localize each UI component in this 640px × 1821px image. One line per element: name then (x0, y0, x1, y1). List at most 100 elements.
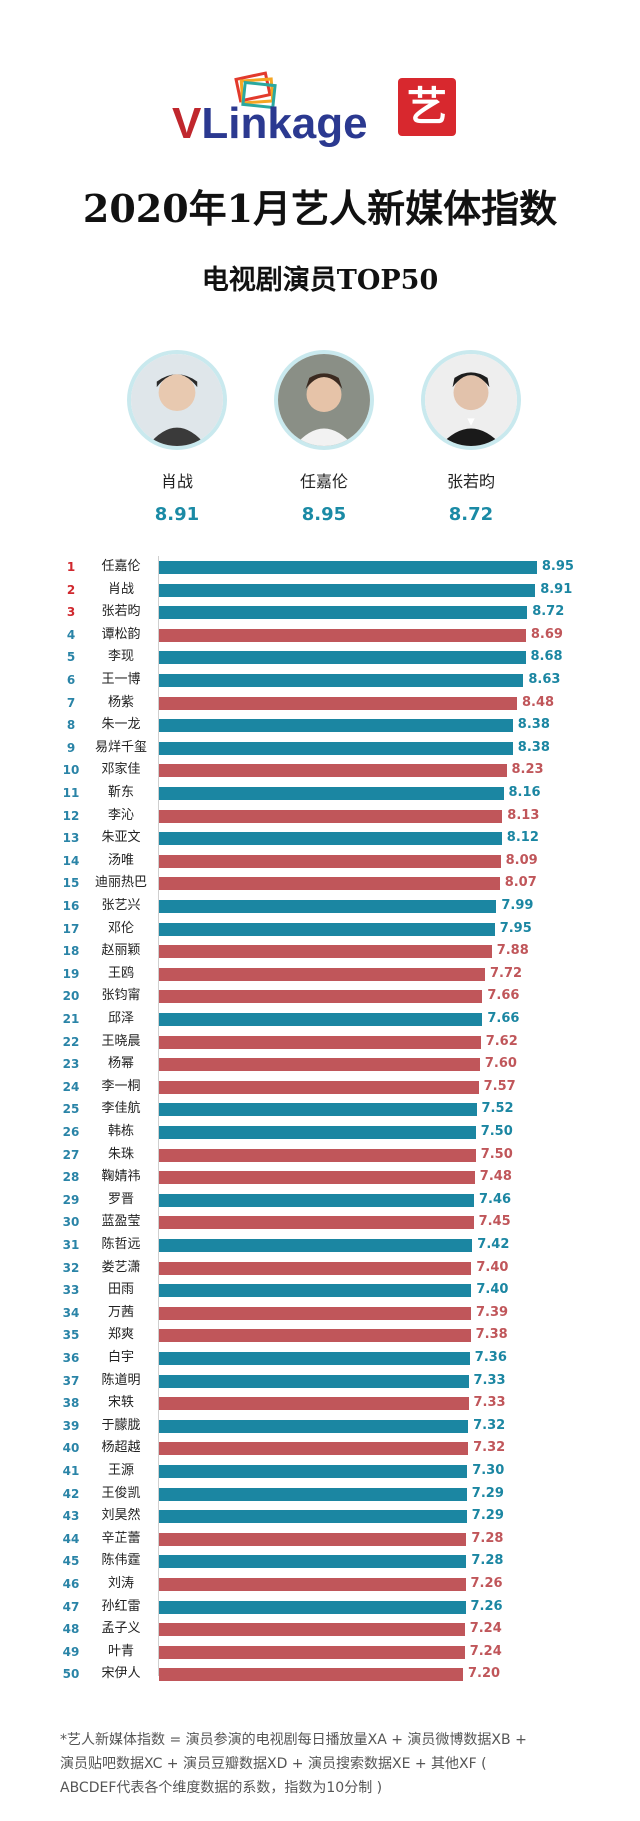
chart-row: 5 李现 8.68 (0, 646, 640, 669)
rank-label: 4 (66, 627, 76, 642)
rank-label: 29 (62, 1192, 80, 1207)
actor-name-label: 宋伊人 (101, 1666, 141, 1682)
bar-value-label: 7.26 (470, 1576, 503, 1591)
bar-value-label: 8.38 (517, 717, 550, 733)
actor-name-label: 任嘉伦 (101, 559, 141, 574)
bar (159, 696, 517, 710)
actor-name-label: 汤唯 (107, 852, 134, 868)
chart-row: 12 李沁 8.13 (0, 805, 640, 828)
rank-label: 38 (62, 1396, 80, 1411)
rank-label: 20 (62, 989, 80, 1004)
bar (159, 1035, 481, 1049)
bar (159, 1306, 471, 1320)
rank-label: 11 (62, 786, 80, 800)
bar (159, 1126, 476, 1139)
chart-row: 15 迪丽热巴 8.07 (0, 872, 640, 895)
actor-name-label: 李一桐 (101, 1078, 141, 1094)
actor-name-label: 郑爽 (107, 1327, 134, 1343)
chart-row: 22 王晓晨 7.62 (0, 1031, 640, 1054)
rank-label: 19 (62, 966, 80, 981)
rank-label: 9 (66, 740, 76, 755)
bar (159, 1058, 480, 1072)
bar-value-label: 7.66 (487, 1011, 520, 1026)
chart-row: 26 韩栋 7.50 (0, 1121, 640, 1144)
bar-value-label: 7.52 (481, 1101, 514, 1117)
bar (159, 1645, 465, 1659)
rank-label: 34 (62, 1305, 80, 1320)
bar-value-label: 7.40 (476, 1282, 509, 1298)
chart-row: 10 邓家佳 8.23 (0, 759, 640, 782)
bar-value-label: 7.29 (471, 1508, 504, 1524)
chart-row: 38 宋轶 7.33 (0, 1392, 640, 1415)
bar-value-label: 7.39 (476, 1304, 509, 1320)
chart-row: 45 陈伟霆 7.28 (0, 1550, 640, 1573)
chart-row: 34 万茜 7.39 (0, 1302, 640, 1325)
rank-label: 49 (62, 1644, 80, 1659)
rank-label: 37 (62, 1373, 80, 1388)
chart-row: 18 赵丽颖 7.88 (0, 940, 640, 963)
rank-label: 12 (62, 808, 80, 823)
bar-value-label: 7.48 (479, 1169, 512, 1185)
actor-name-label: 邱泽 (107, 1011, 134, 1026)
bar-value-label: 7.40 (476, 1259, 509, 1275)
rank-label: 8 (66, 718, 76, 733)
bar-value-label: 7.88 (496, 943, 529, 959)
rank-label: 32 (62, 1260, 80, 1275)
rank-label: 1 (66, 560, 76, 574)
rank-label: 5 (66, 650, 76, 665)
bar-value-label: 8.69 (530, 626, 563, 642)
rank-label: 14 (62, 853, 80, 868)
rank-label: 28 (62, 1170, 80, 1185)
chart-row: 20 张钧甯 7.66 (0, 985, 640, 1008)
rank-label: 26 (62, 1125, 80, 1139)
actor-name-label: 王一博 (101, 672, 141, 687)
chart-row: 32 娄艺潇 7.40 (0, 1257, 640, 1280)
bar (159, 651, 526, 665)
rank-label: 36 (62, 1351, 80, 1365)
actor-name-label: 王俊凯 (101, 1485, 141, 1501)
chart-row: 25 李佳航 7.52 (0, 1098, 640, 1121)
rank-label: 6 (66, 673, 76, 687)
bar-value-label: 7.46 (479, 1191, 512, 1207)
actor-name-label: 娄艺潇 (101, 1259, 141, 1275)
bar-value-label: 7.99 (501, 898, 534, 913)
bar-value-label: 7.26 (470, 1598, 503, 1614)
bar-value-label: 8.12 (506, 830, 539, 846)
brand-logo: VLinkage (172, 99, 368, 148)
chart-row: 28 鞠婧祎 7.48 (0, 1166, 640, 1189)
actor-name-label: 肖战 (107, 581, 134, 597)
rank-label: 25 (62, 1102, 80, 1117)
actor-name-label: 朱一龙 (101, 717, 141, 733)
rank-label: 30 (62, 1215, 80, 1230)
bar-value-label: 7.29 (471, 1485, 504, 1501)
actor-name-label: 朱珠 (107, 1146, 134, 1162)
top3-item-2nd: 肖战 8.91 (107, 350, 247, 525)
footnote-line: ABCDEF代表各个维度数据的系数，指数为10分制 ) (60, 1780, 383, 1796)
chart-row: 17 邓伦 7.95 (0, 918, 640, 941)
chart-row: 2 肖战 8.91 (0, 579, 640, 602)
bar (159, 1284, 472, 1298)
actor-name-label: 王晓晨 (101, 1033, 141, 1049)
rank-label: 48 (62, 1622, 80, 1637)
chart-row: 6 王一博 8.63 (0, 669, 640, 692)
actor-name-label: 杨超越 (101, 1440, 141, 1456)
bar (159, 764, 507, 778)
rank-label: 2 (66, 582, 76, 597)
bar-value-label: 7.62 (485, 1033, 518, 1049)
bar (159, 1261, 472, 1275)
bar (159, 900, 497, 913)
actor-name-label: 陈道明 (101, 1372, 141, 1388)
bar-value-label: 7.32 (473, 1440, 506, 1456)
footnote-line: *艺人新媒体指数 = 演员参演的电视剧每日播放量XA + 演员微博数据XB + (60, 1732, 527, 1748)
chart-row: 41 王源 7.30 (0, 1460, 640, 1483)
chart-row: 46 刘涛 7.26 (0, 1573, 640, 1596)
bar-value-label: 7.28 (471, 1553, 504, 1569)
top3-item-1st: 任嘉伦 8.95 (254, 350, 394, 525)
rank-label: 42 (62, 1486, 80, 1501)
top3-score: 8.72 (448, 504, 494, 525)
logo-header: VLinkage 艺 (0, 60, 640, 150)
chart-row: 9 易烊千玺 8.38 (0, 737, 640, 760)
actor-name-label: 易烊千玺 (94, 739, 147, 755)
bar-value-label: 8.48 (522, 694, 555, 710)
page-title: 2020年1月艺人新媒体指数 (82, 186, 558, 231)
